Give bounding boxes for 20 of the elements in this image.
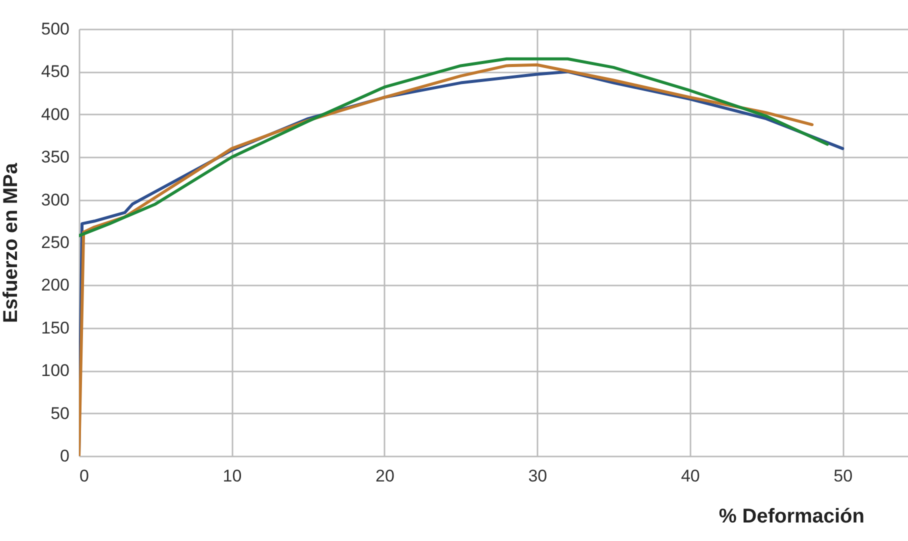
y-tick-label: 150 xyxy=(41,318,70,338)
line-series xyxy=(79,57,829,238)
y-tick-label: 400 xyxy=(41,104,70,124)
x-tick-label: 0 xyxy=(80,466,89,486)
y-axis-title: Esfuerzo en MPa xyxy=(0,162,22,324)
x-tick-label: 50 xyxy=(834,466,853,486)
y-tick-label: 350 xyxy=(41,148,70,167)
y-tick-label: 500 xyxy=(41,20,70,38)
x-tick-label: 30 xyxy=(528,466,548,486)
x-tick-label: 10 xyxy=(222,466,242,486)
y-tick-label: 300 xyxy=(41,190,70,210)
x-tick-label: 20 xyxy=(375,466,394,486)
y-tick-label: 200 xyxy=(41,276,70,295)
x-tick-label: 40 xyxy=(680,466,700,486)
y-tick-label: 0 xyxy=(60,446,70,466)
y-tick-label: 100 xyxy=(41,361,70,380)
y-tick-label: 50 xyxy=(50,404,70,423)
y-tick-label: 450 xyxy=(41,62,70,82)
y-tick-label: 250 xyxy=(41,233,70,252)
x-axis-title: % Deformación xyxy=(718,506,864,528)
